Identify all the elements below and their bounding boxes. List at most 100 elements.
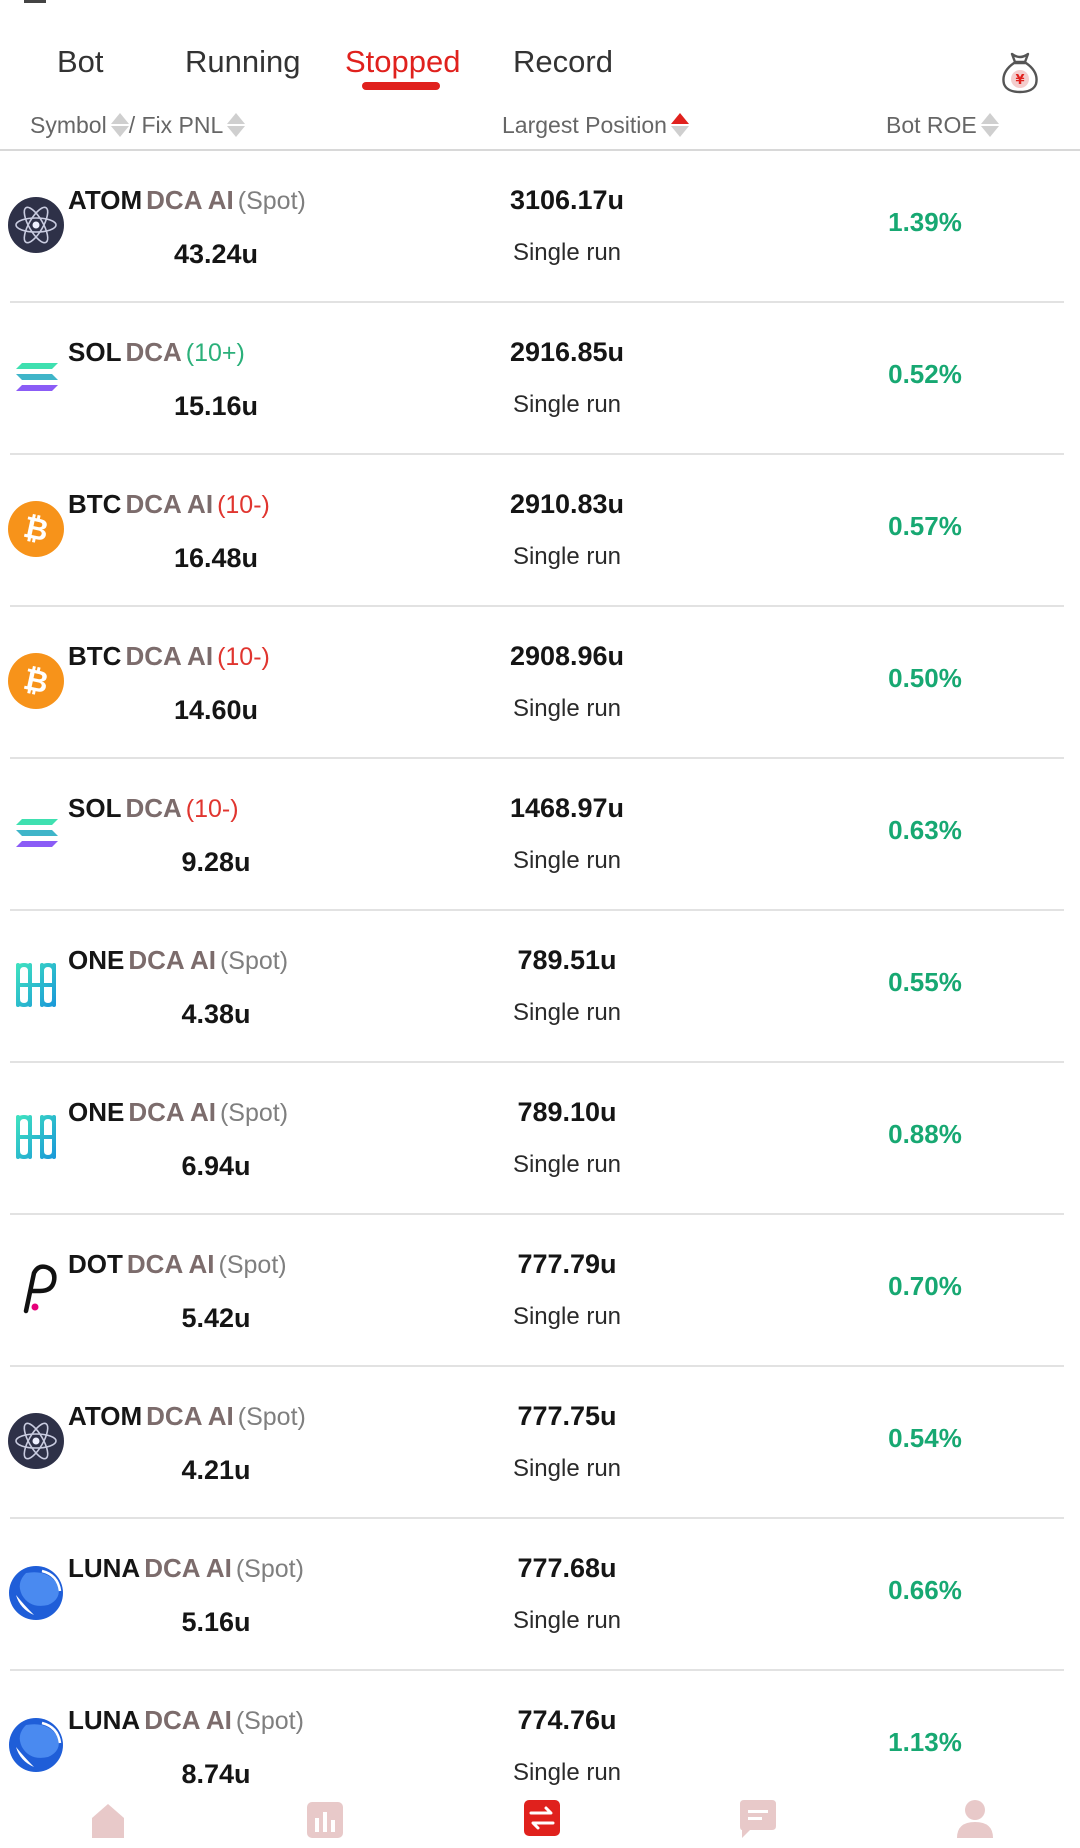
bot-roe-label: Bot ROE	[886, 111, 977, 138]
largest-position-value: 789.51u	[517, 945, 617, 975]
sort-icon[interactable]	[109, 110, 129, 140]
run-type: Single run	[512, 1455, 622, 1482]
strategy-name: DCA AI	[128, 945, 216, 975]
fix-pnl-value: 6.94u	[181, 1151, 251, 1181]
bot-row[interactable]: LUNA DCA AI (Spot) 5.16u 777.68u Single run 0.…	[0, 1519, 1080, 1671]
bot-name: ATOM DCA AI (Spot)	[68, 185, 306, 216]
bot-name: ATOM DCA AI (Spot)	[68, 1401, 306, 1432]
strategy-tag: (Spot)	[219, 1099, 289, 1127]
bottom-nav	[0, 1798, 1080, 1848]
bot-name: BTC DCA AI (10-)	[68, 489, 270, 520]
one-icon	[8, 957, 64, 1013]
bot-roe-value: 1.13%	[888, 1727, 962, 1757]
coin-symbol: ATOM	[68, 1401, 143, 1431]
strategy-name: DCA AI	[146, 185, 234, 215]
run-type: Single run	[512, 695, 622, 722]
strategy-name: DCA AI	[146, 1401, 234, 1431]
row-divider	[10, 909, 1064, 911]
bot-row[interactable]: ATOM DCA AI (Spot) 4.21u 777.75u Single run 0.…	[0, 1367, 1080, 1519]
tab-stopped[interactable]: Stopped	[345, 44, 461, 79]
bot-list: ATOM DCA AI (Spot) 43.24u 3106.17u Single run…	[0, 151, 1080, 1823]
largest-position-value: 777.79u	[517, 1249, 617, 1279]
fix-pnl-value: 5.42u	[181, 1303, 251, 1333]
strategy-tag: (Spot)	[237, 187, 306, 215]
row-divider	[10, 301, 1064, 303]
strategy-tag: (10-)	[217, 491, 270, 519]
strategy-tag: (Spot)	[237, 1403, 306, 1431]
bot-name: ONE DCA AI (Spot)	[68, 1097, 288, 1128]
coin-symbol: LUNA	[68, 1553, 141, 1583]
active-tab-indicator	[362, 82, 440, 90]
largest-position-value: 2916.85u	[509, 337, 625, 367]
profile-icon[interactable]	[955, 1798, 995, 1838]
tab-bot[interactable]: Bot	[57, 44, 104, 79]
sol-icon	[8, 349, 64, 405]
fix-pnl-value: 5.16u	[181, 1607, 251, 1637]
trade-icon[interactable]	[522, 1798, 562, 1838]
largest-position-label: Largest Position	[502, 111, 667, 138]
btc-icon: ₿	[8, 501, 64, 557]
largest-position-value: 1468.97u	[509, 793, 625, 823]
bot-row[interactable]: ₿ BTC DCA AI (10-) 14.60u 2908.96u Single run 0…	[0, 607, 1080, 759]
bot-roe-value: 0.54%	[888, 1423, 962, 1453]
bot-roe-value: 0.52%	[888, 359, 962, 389]
strategy-name: DCA AI	[144, 1553, 232, 1583]
strategy-tag: (10-)	[185, 795, 239, 823]
bot-row[interactable]: ATOM DCA AI (Spot) 43.24u 3106.17u Single run…	[0, 151, 1080, 303]
strategy-name: DCA	[125, 337, 182, 367]
sort-icon[interactable]	[669, 110, 689, 140]
coin-symbol: BTC	[68, 641, 122, 671]
largest-position-value: 774.76u	[517, 1705, 617, 1735]
tab-running[interactable]: Running	[185, 44, 301, 79]
message-icon[interactable]	[738, 1798, 778, 1838]
bot-roe-value: 0.63%	[888, 815, 962, 845]
run-type: Single run	[512, 1303, 622, 1330]
coin-symbol: ATOM	[68, 185, 143, 215]
bot-row[interactable]: DOT DCA AI (Spot) 5.42u 777.79u Single run 0.7…	[0, 1215, 1080, 1367]
money-bag-icon[interactable]: ¥	[998, 48, 1042, 94]
run-type: Single run	[512, 239, 622, 266]
luna-icon	[8, 1717, 64, 1773]
strategy-tag: (10+)	[185, 339, 245, 367]
coin-symbol: SOL	[68, 793, 122, 823]
bot-name: DOT DCA AI (Spot)	[68, 1249, 287, 1280]
bot-row[interactable]: ₿ BTC DCA AI (10-) 16.48u 2910.83u Single run 0…	[0, 455, 1080, 607]
run-type: Single run	[512, 1607, 622, 1634]
column-header-symbol[interactable]: Symbol / Fix PNL	[30, 105, 246, 145]
bot-row[interactable]: LUNA DCA AI (Spot) 8.74u 774.76u Single run 1.…	[0, 1671, 1080, 1823]
row-divider	[10, 1517, 1064, 1519]
header-divider	[0, 149, 1080, 151]
row-divider	[10, 1061, 1064, 1063]
strategy-name: DCA AI	[126, 1249, 215, 1279]
sol-icon	[8, 805, 64, 861]
column-header-largest-position[interactable]: Largest Position	[502, 105, 689, 145]
strategy-name: DCA AI	[144, 1705, 232, 1735]
row-divider	[10, 1213, 1064, 1215]
run-type: Single run	[512, 543, 622, 570]
bot-name: SOL DCA (10+)	[68, 337, 245, 368]
tab-record[interactable]: Record	[513, 44, 613, 79]
fix-pnl-value: 8.74u	[181, 1759, 251, 1789]
bot-name: BTC DCA AI (10-)	[68, 641, 270, 672]
bot-row[interactable]: SOL DCA (10-) 9.28u 1468.97u Single run 0.63%	[0, 759, 1080, 911]
largest-position-value: 777.75u	[517, 1401, 617, 1431]
bot-roe-value: 0.55%	[888, 967, 962, 997]
bot-name: LUNA DCA AI (Spot)	[68, 1705, 304, 1736]
home-icon[interactable]	[88, 1798, 128, 1838]
column-header-bot-roe[interactable]: Bot ROE	[886, 105, 999, 145]
fix-pnl-value: 4.38u	[181, 999, 251, 1029]
coin-symbol: SOL	[68, 337, 122, 367]
largest-position-value: 3106.17u	[509, 185, 625, 215]
bot-row[interactable]: SOL DCA (10+) 15.16u 2916.85u Single run 0.52%	[0, 303, 1080, 455]
atom-icon	[8, 1413, 64, 1469]
row-divider	[10, 757, 1064, 759]
bot-row[interactable]: ONE DCA AI (Spot) 4.38u 789.51u Single run 0.5…	[0, 911, 1080, 1063]
sort-icon[interactable]	[225, 110, 246, 140]
btc-icon: ₿	[8, 653, 64, 709]
bot-row[interactable]: ONE DCA AI (Spot) 6.94u 789.10u Single run 0.8…	[0, 1063, 1080, 1215]
bot-name: LUNA DCA AI (Spot)	[68, 1553, 304, 1584]
run-type: Single run	[512, 1151, 622, 1178]
sort-icon[interactable]	[979, 110, 999, 140]
chart-icon[interactable]	[305, 1798, 345, 1838]
coin-symbol: LUNA	[68, 1705, 141, 1735]
